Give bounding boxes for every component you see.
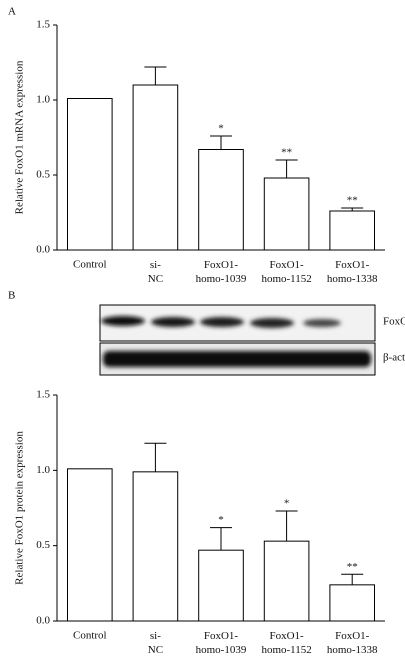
significance-mark: ** <box>281 147 292 159</box>
x-tick-label: FoxO1-homo-1039 <box>196 630 247 656</box>
x-tick-label: Control <box>73 630 107 642</box>
bar <box>66 468 113 622</box>
bar <box>329 210 376 251</box>
x-tick-label: si-NC <box>148 630 163 656</box>
x-tick-label: FoxO1-homo-1152 <box>261 630 311 656</box>
y-axis-label: Relative FoxO1 mRNA expression <box>14 60 26 214</box>
western-blot: FoxO1 β-actin <box>99 304 405 376</box>
y-axis-label: Relative FoxO1 protein expression <box>14 431 26 585</box>
y-tick-label: 0.0 <box>36 244 50 256</box>
panel-label: A <box>8 6 16 18</box>
significance-mark: ** <box>347 561 358 573</box>
y-tick-label: 1.0 <box>36 464 50 476</box>
y-tick-label: 0.5 <box>36 539 50 551</box>
bar <box>198 149 244 251</box>
significance-mark: * <box>218 123 224 135</box>
y-tick-label: 1.0 <box>36 94 50 106</box>
panel-label: B <box>8 290 15 302</box>
bar <box>198 549 244 622</box>
bar <box>329 584 376 622</box>
y-tick-label: 1.5 <box>36 19 50 31</box>
blot-label: β-actin <box>383 352 405 364</box>
significance-mark: * <box>284 498 290 510</box>
blot-label: FoxO1 <box>383 316 405 328</box>
significance-mark: ** <box>347 195 358 207</box>
bar <box>132 471 179 622</box>
x-tick-label: si-NC <box>148 259 163 285</box>
x-tick-label: FoxO1-homo-1039 <box>196 259 247 285</box>
x-tick-label: FoxO1-homo-1338 <box>327 630 378 656</box>
y-tick-label: 0.0 <box>36 615 50 627</box>
y-tick-label: 1.5 <box>36 389 50 401</box>
x-tick-label: FoxO1-homo-1152 <box>261 259 311 285</box>
x-tick-label: FoxO1-homo-1338 <box>327 259 378 285</box>
blot-bands <box>101 316 371 367</box>
bar <box>263 177 310 251</box>
y-tick-label: 0.5 <box>36 169 50 181</box>
bar <box>66 98 113 251</box>
bar <box>263 540 310 622</box>
x-tick-label: Control <box>73 259 107 271</box>
bar <box>132 84 179 251</box>
significance-mark: * <box>218 514 224 526</box>
